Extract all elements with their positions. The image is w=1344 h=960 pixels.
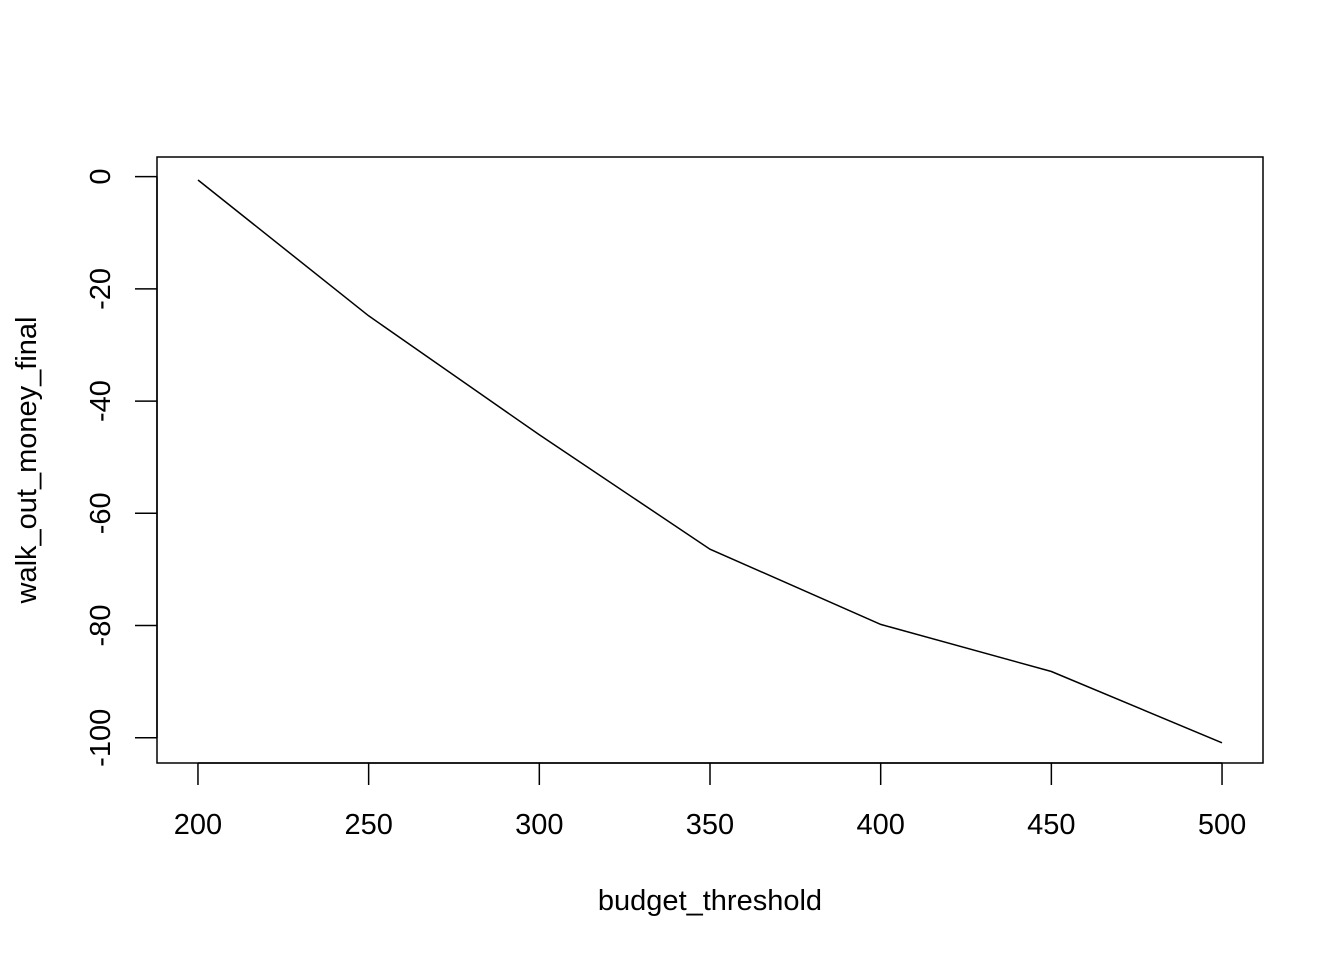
y-tick-label: -60 xyxy=(85,492,117,534)
x-axis: 200 250 300 350 400 450 500 xyxy=(174,762,1246,841)
x-tick-label: 500 xyxy=(1198,809,1246,841)
x-axis-label: budget_threshold xyxy=(598,885,822,917)
x-tick-label: 350 xyxy=(686,809,734,841)
y-tick-label: -40 xyxy=(85,380,117,422)
x-tick-label: 250 xyxy=(344,809,392,841)
y-axis: 0 -20 -40 -60 -80 -100 xyxy=(85,169,158,767)
x-tick-label: 300 xyxy=(515,809,563,841)
y-tick-label: 0 xyxy=(85,169,117,185)
series-line xyxy=(197,179,1223,744)
y-tick-label: -100 xyxy=(85,709,117,767)
x-tick-label: 200 xyxy=(174,809,222,841)
x-tick-label: 400 xyxy=(856,809,904,841)
y-tick-label: -20 xyxy=(85,268,117,310)
plot-frame xyxy=(156,156,1264,764)
x-tick-label: 450 xyxy=(1027,809,1075,841)
y-axis-label: walk_out_money_final xyxy=(11,317,43,605)
y-tick-label: -80 xyxy=(85,605,117,647)
